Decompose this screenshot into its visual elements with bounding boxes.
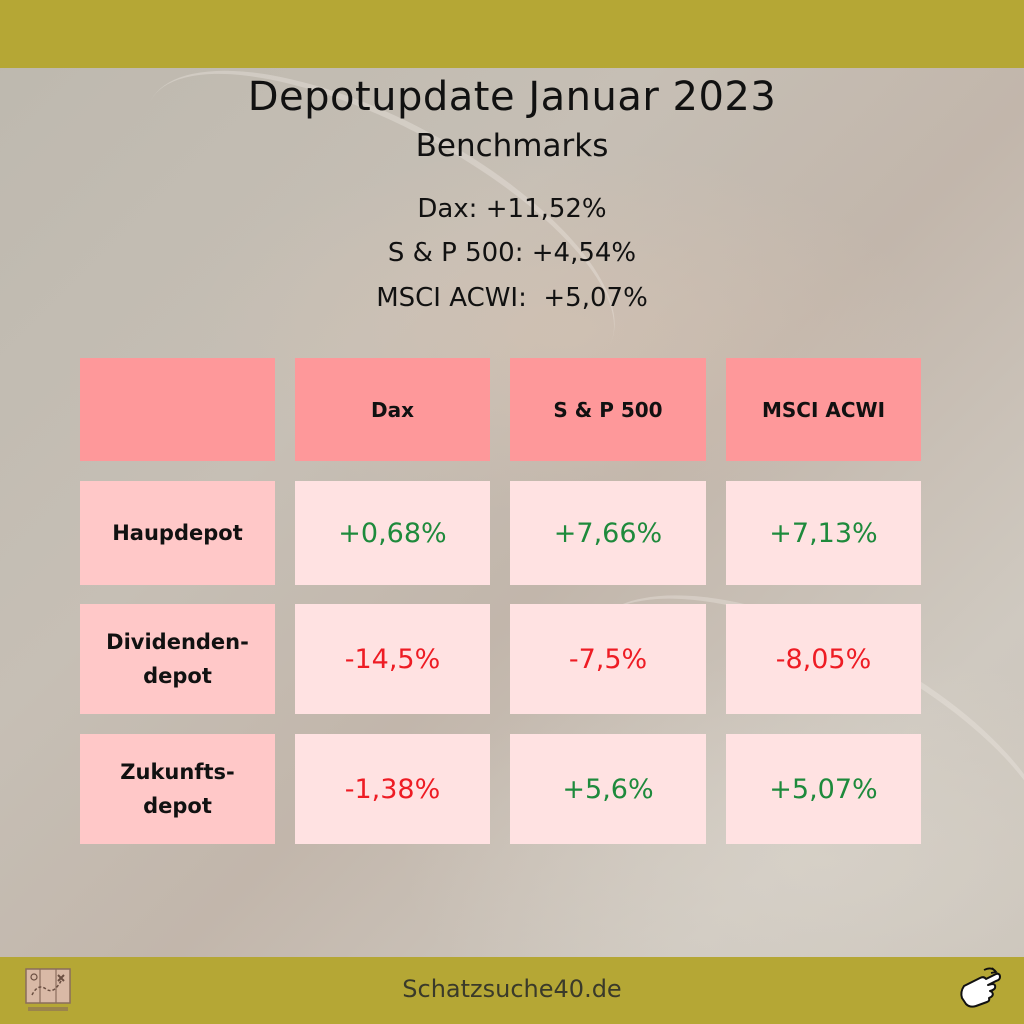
table-header-dax: Dax [295,358,490,461]
benchmark-msci-acwi: MSCI ACWI: +5,07% [376,283,648,313]
cell-zukunftsdepot-msci-acwi: +5,07% [726,734,921,844]
page-title: Depotupdate Januar 2023 [247,74,777,120]
table-header-sp500: S & P 500 [510,358,706,461]
bottom-bar [0,957,1024,1024]
row-label-hauptdepot: Haupdepot [80,481,275,585]
cell-hauptdepot-sp500: +7,66% [510,481,706,585]
cell-hauptdepot-msci-acwi: +7,13% [726,481,921,585]
row-label-zukunftsdepot: Zukunfts- depot [80,734,275,844]
cell-dividendendepot-dax: -14,5% [295,604,490,714]
benchmark-sp500: S & P 500: +4,54% [387,238,637,268]
table-header-msci-acwi: MSCI ACWI [726,358,921,461]
page-subtitle: Benchmarks [415,128,609,164]
website-link[interactable]: Schatzsuche40.de [402,975,622,1003]
cell-dividendendepot-msci-acwi: -8,05% [726,604,921,714]
row-label-dividendendepot: Dividenden- depot [80,604,275,714]
cell-hauptdepot-dax: +0,68% [295,481,490,585]
cell-dividendendepot-sp500: -7,5% [510,604,706,714]
table-header-corner [80,358,275,461]
cell-zukunftsdepot-dax: -1,38% [295,734,490,844]
top-bar [0,0,1024,68]
cell-zukunftsdepot-sp500: +5,6% [510,734,706,844]
treasure-map-icon [25,968,71,1011]
pointing-hand-icon [960,967,1001,1008]
benchmark-dax: Dax: +11,52% [417,194,607,224]
